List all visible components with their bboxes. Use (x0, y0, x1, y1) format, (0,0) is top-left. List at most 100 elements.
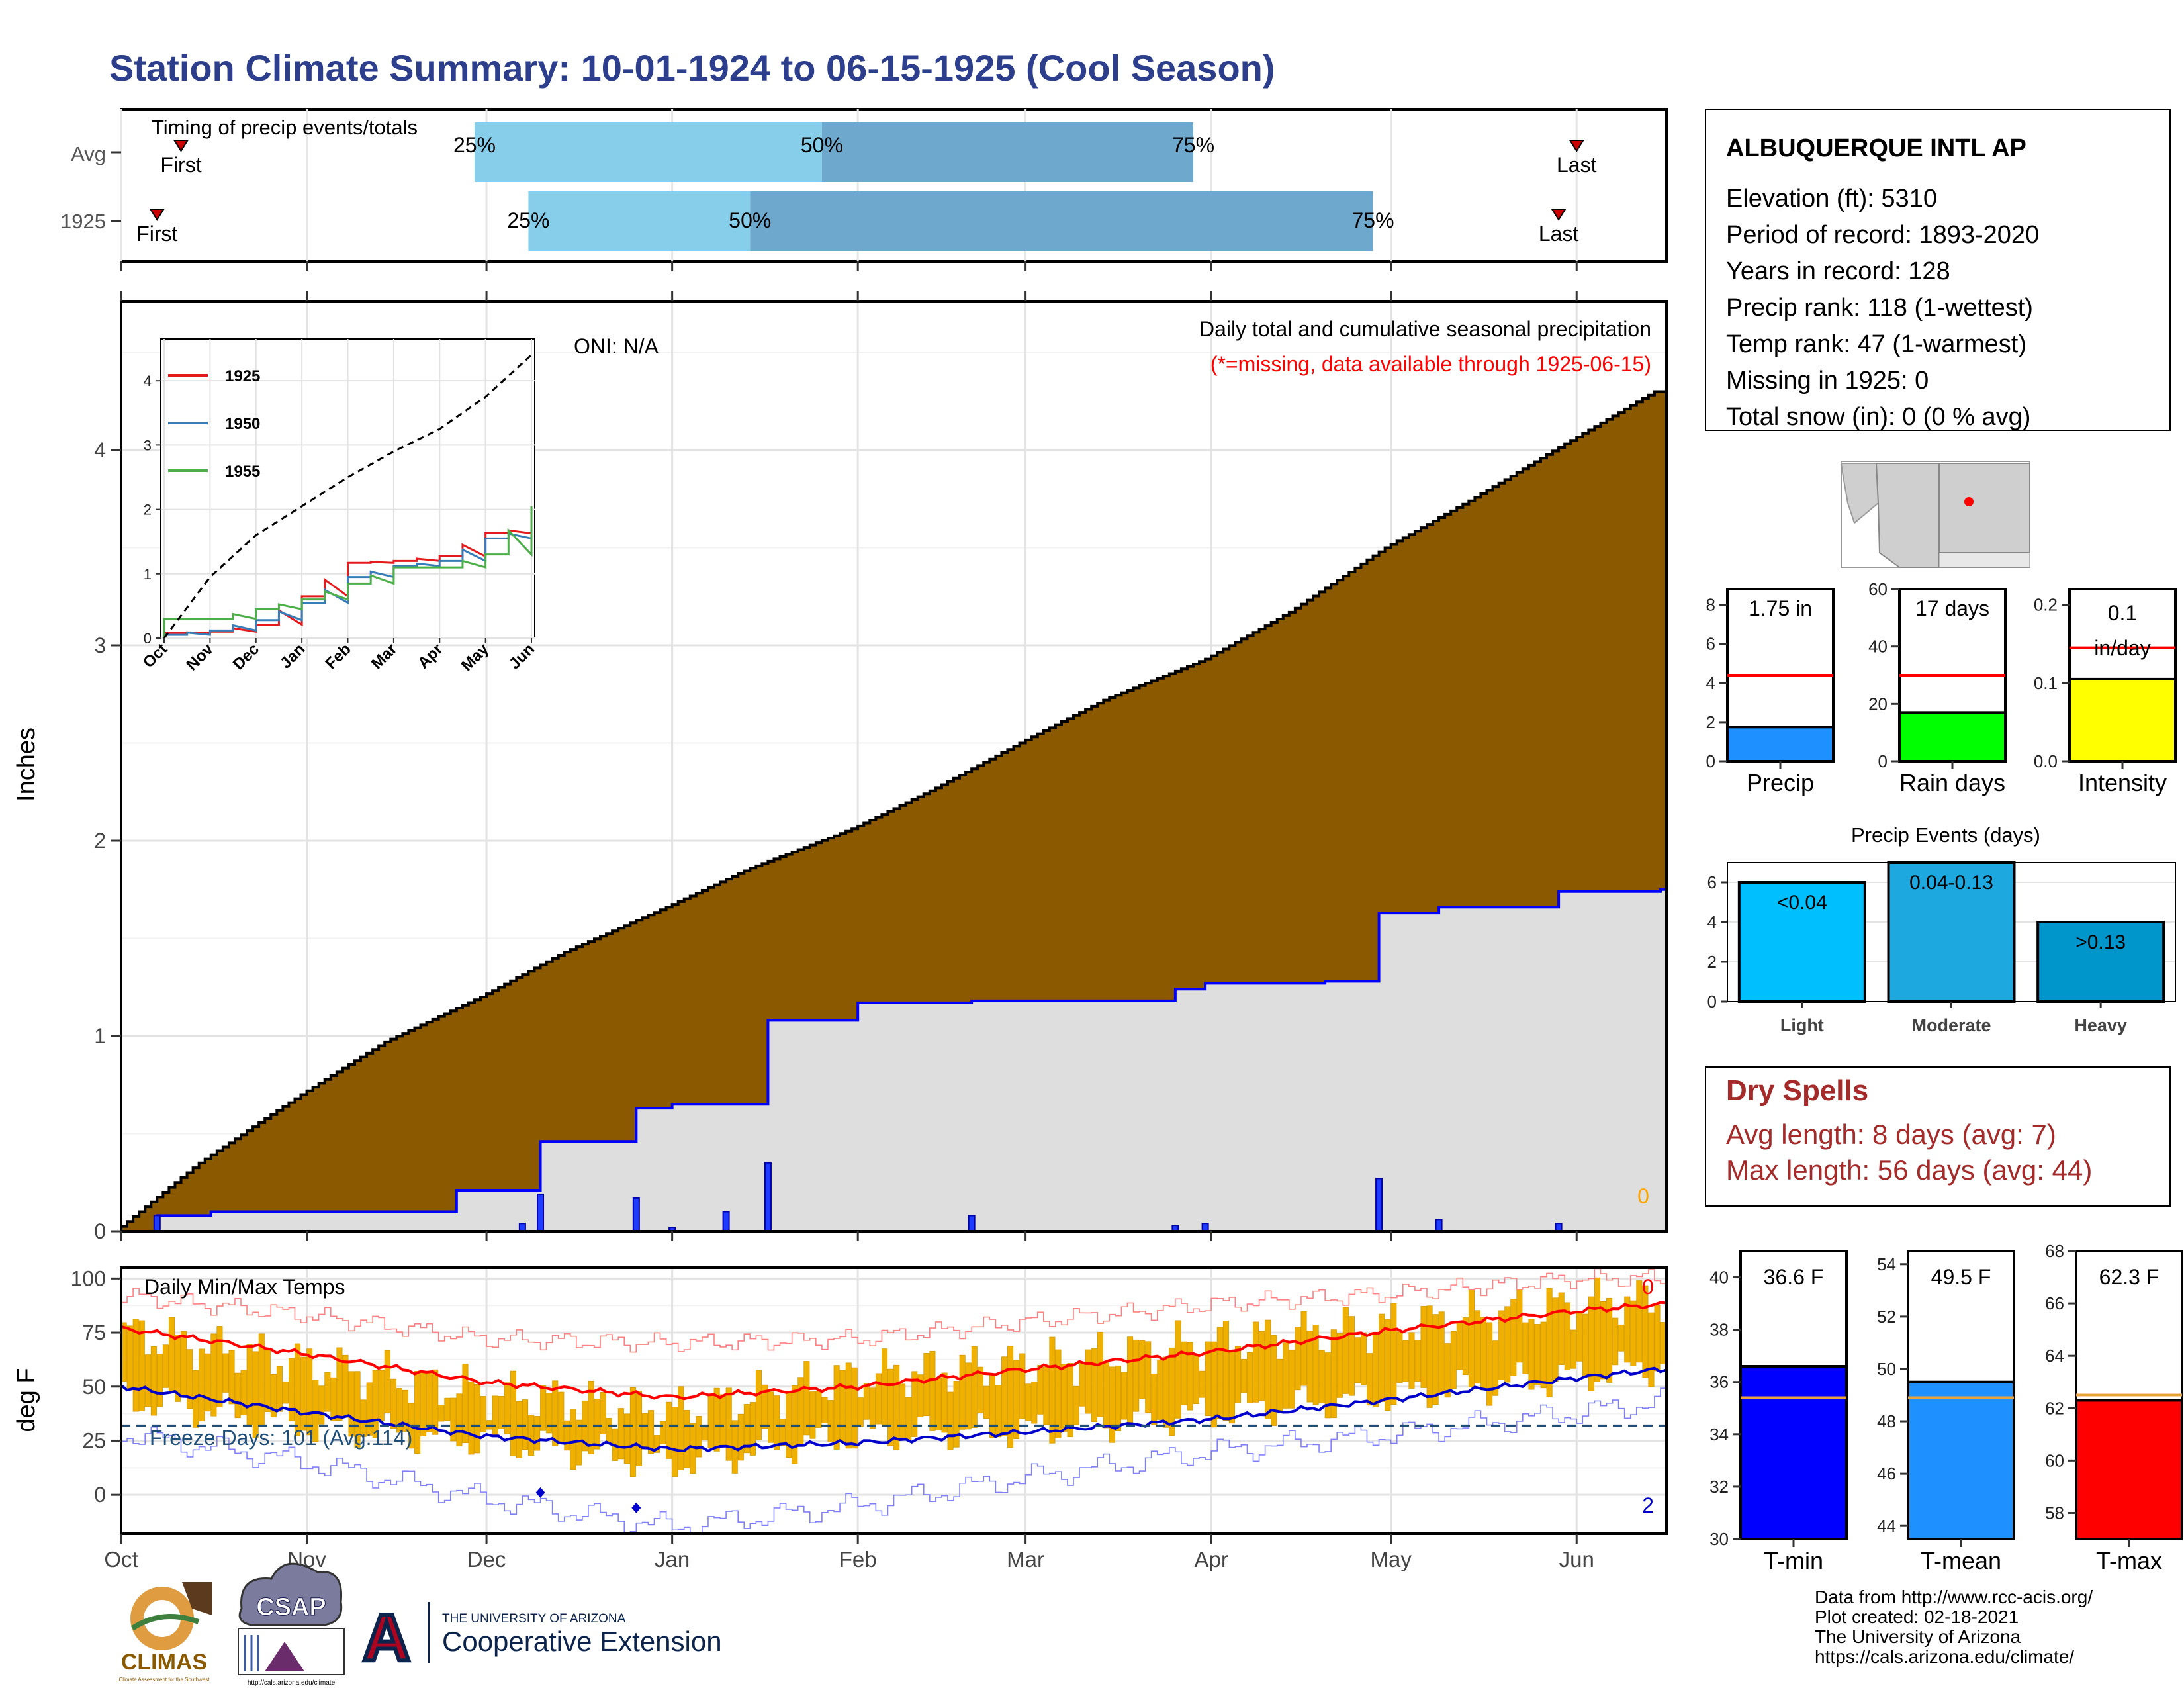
daily-temp-bar (1408, 1332, 1415, 1389)
timing-bar-25-50 (474, 122, 822, 182)
mini-chart-ytick-label: 60 (2045, 1450, 2064, 1470)
footer-line: Data from http://www.rcc-acis.org/ (1815, 1587, 2093, 1607)
daily-temp-bar (696, 1416, 702, 1458)
daily-temp-bar (1019, 1353, 1026, 1419)
daily-temp-bar (1432, 1314, 1439, 1405)
daily-temp-bar (803, 1361, 810, 1436)
daily-temp-bar (851, 1367, 858, 1449)
temp-ytick-label: 75 (82, 1321, 106, 1344)
record-low-marker (631, 1502, 641, 1513)
inset-ytick-label: 1 (144, 566, 152, 583)
daily-temp-bar (1367, 1353, 1373, 1406)
daily-temp-bar (1654, 1305, 1661, 1372)
temp-ytick-label: 100 (71, 1266, 106, 1290)
daily-temp-bar (138, 1320, 145, 1411)
daily-temp-bar (330, 1377, 337, 1421)
record-low-count: 2 (1642, 1493, 1654, 1517)
mini-chart-ytick-label: 0.0 (2034, 751, 2058, 771)
daily-temp-bar (222, 1353, 229, 1393)
daily-temp-bar (126, 1325, 133, 1391)
daily-temp-bar (768, 1391, 774, 1443)
daily-temp-bar (1222, 1321, 1229, 1421)
daily-temp-bar (228, 1350, 235, 1405)
daily-temp-bar (1271, 1335, 1277, 1426)
daily-temp-bar (1648, 1312, 1655, 1387)
daily-temp-bar (911, 1371, 918, 1437)
daily-temp-bar (402, 1389, 409, 1432)
footer-line: https://cals.arizona.edu/climate/ (1815, 1646, 2074, 1667)
average-min-line (121, 1366, 1666, 1453)
footer-credits: Data from http://www.rcc-acis.org/ Plot … (1815, 1587, 2093, 1667)
daily-temp-bar (564, 1420, 570, 1451)
daily-temp-bar (462, 1364, 469, 1444)
daily-temp-bar (1480, 1317, 1487, 1391)
daily-temp-bar (947, 1391, 954, 1450)
daily-temp-bar (941, 1372, 948, 1433)
daily-temp-bar (1067, 1363, 1073, 1438)
daily-temp-bar (570, 1409, 576, 1470)
daily-temp-bar (318, 1385, 325, 1425)
daily-temp-bar (162, 1344, 169, 1388)
mini-chart-ytick-label: 54 (1877, 1254, 1896, 1274)
events-bar (2036, 921, 2165, 1003)
daily-temp-bar (1594, 1277, 1601, 1382)
record-low-marker (535, 1487, 545, 1498)
daily-temp-bar (929, 1350, 936, 1431)
daily-temp-bar (336, 1347, 343, 1421)
precip-events-chart: Precip Events (days) <0.04 Light 0.04-0.13… (1707, 823, 2176, 1035)
daily-temp-bar (342, 1354, 349, 1418)
station-line: Temp rank: 47 (1-warmest) (1726, 330, 2026, 358)
timing-row-label-year: 1925 (60, 210, 106, 233)
daily-temp-bar (1265, 1319, 1271, 1419)
daily-temp-bar (1385, 1319, 1391, 1411)
daily-temp-bar (905, 1397, 912, 1440)
daily-temp-bar (360, 1399, 367, 1437)
events-bar-value: <0.04 (1777, 892, 1827, 914)
mini-chart-ytick-label: 40 (1868, 637, 1888, 657)
timing-bar-50-75 (750, 191, 1373, 251)
daily-temp-bar (210, 1333, 217, 1417)
events-xtick-label: Light (1780, 1015, 1824, 1035)
daily-temp-bar (1570, 1329, 1576, 1369)
daily-temp-bar (1121, 1372, 1128, 1420)
daily-temp-bar (1139, 1340, 1146, 1399)
daily-temp-bar (1049, 1336, 1056, 1444)
daily-temp-bar (1241, 1358, 1248, 1393)
mini-chart-ytick-label: 8 (1706, 595, 1715, 615)
mini-chart-ytick-label: 0 (1878, 751, 1888, 771)
daily-temp-bar (1540, 1321, 1547, 1389)
daily-temp-bar (1283, 1342, 1289, 1409)
mini-chart-ytick-label: 0.2 (2034, 595, 2058, 615)
daily-temp-bar (1582, 1313, 1588, 1378)
temp-xtick-label: Jun (1559, 1547, 1594, 1571)
daily-temp-bar (144, 1354, 151, 1407)
daily-temp-bar (1390, 1303, 1397, 1405)
station-line: Missing in 1925: 0 (1726, 367, 1929, 395)
daily-temp-bar (1486, 1322, 1493, 1406)
daily-temp-bar (181, 1331, 187, 1398)
climas-subtitle: Climate Assessment for the Southwest (119, 1677, 210, 1683)
station-info: ALBUQUERQUE INTL AP Elevation (ft): 5310… (1705, 109, 2171, 431)
mini-chart-label: Rain days (1899, 769, 2005, 796)
daily-temp-bar (1007, 1346, 1014, 1448)
daily-temp-bar (1379, 1313, 1385, 1402)
inset-legend-label: 1955 (225, 463, 260, 481)
daily-temp-bar (121, 1322, 127, 1382)
daily-temp-bar (372, 1370, 379, 1438)
daily-temp-bar (252, 1351, 259, 1438)
daily-temp-bar (725, 1387, 732, 1461)
mini-precip-charts: 0 2 4 6 8 Precip 1.75 in 0 20 40 60 Rain days 17 day… (1706, 579, 2177, 796)
daily-temp-bar (1025, 1383, 1032, 1421)
climas-logo: CLIMAS Climate Assessment for the Southw… (119, 1582, 212, 1683)
daily-temp-bar (348, 1371, 355, 1437)
daily-temp-bar (702, 1427, 708, 1441)
daily-temp-bar (713, 1387, 720, 1452)
daily-temp-bar (1318, 1350, 1325, 1404)
daily-temp-bar (366, 1382, 373, 1436)
inset-ytick-label: 3 (144, 437, 152, 453)
daily-temp-bar (1426, 1305, 1433, 1408)
daily-temp-bar (809, 1391, 816, 1439)
average-max-line (121, 1301, 1666, 1401)
daily-temp-bar (1420, 1306, 1427, 1388)
